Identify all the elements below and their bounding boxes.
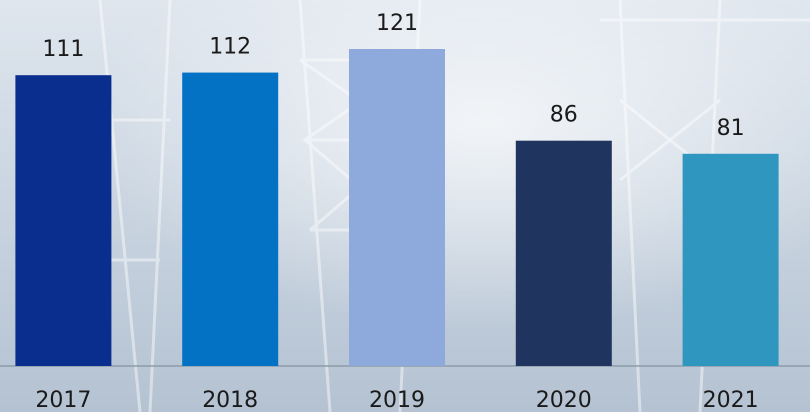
x-tick-label: 2017 [35, 388, 91, 412]
bar [682, 153, 779, 366]
value-label: 86 [550, 103, 578, 128]
x-tick-label: 2019 [369, 388, 425, 412]
plot-area: 2017 111 2018 112 2019 121 2020 86 2021 81 [15, 11, 779, 412]
value-label: 112 [209, 35, 251, 60]
value-label: 111 [42, 37, 84, 62]
bar [515, 140, 612, 366]
x-tick-label: 2020 [536, 388, 592, 412]
value-label: 81 [717, 116, 745, 141]
x-tick-label: 2018 [202, 388, 258, 412]
x-tick-label: 2021 [703, 388, 759, 412]
bar [15, 75, 112, 366]
bar [182, 72, 279, 366]
value-label: 121 [376, 11, 418, 36]
bar [349, 49, 445, 366]
